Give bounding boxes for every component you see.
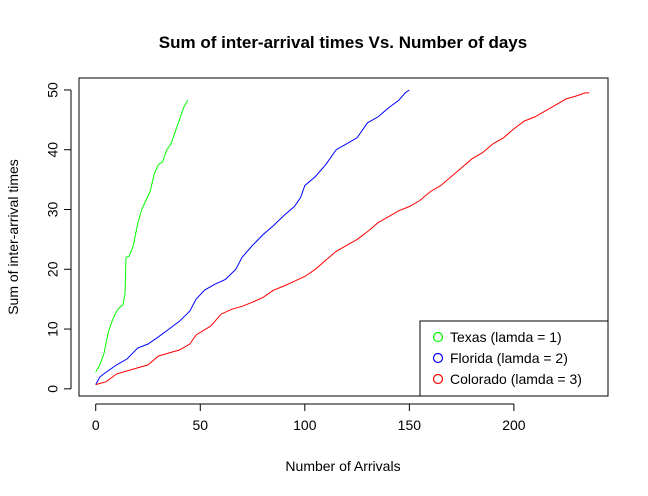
series-line-2 <box>95 92 590 386</box>
y-tick-label: 0 <box>45 385 61 393</box>
y-tick-label: 10 <box>45 321 61 337</box>
x-tick-label: 0 <box>92 417 100 433</box>
y-tick-label: 20 <box>45 261 61 277</box>
x-tick-label: 200 <box>502 417 526 433</box>
legend: Texas (lamda = 1) Florida (lamda = 2) Colo… <box>419 320 609 397</box>
x-tick-label: 50 <box>192 417 208 433</box>
series-line-1 <box>95 89 410 385</box>
x-axis: 0 50 100 150 200 <box>92 403 526 433</box>
legend-marker <box>432 331 444 343</box>
y-axis: 0 10 20 30 40 50 <box>45 82 72 393</box>
x-tick-label: 150 <box>398 417 422 433</box>
legend-label: Texas (lamda = 1) <box>450 329 562 345</box>
x-tick-label: 100 <box>293 417 317 433</box>
chart-title: Sum of inter-arrival times Vs. Number of… <box>159 33 527 52</box>
plot-frame <box>78 77 609 397</box>
y-axis-label: Sum of inter-arrival times <box>5 159 21 315</box>
legend-marker <box>432 373 444 385</box>
y-tick-label: 30 <box>45 202 61 218</box>
legend-label: Colorado (lamda = 3) <box>450 371 582 387</box>
series-layer <box>95 89 590 386</box>
y-tick-label: 40 <box>45 142 61 158</box>
series-line-0 <box>95 99 189 373</box>
y-tick-label: 50 <box>45 82 61 98</box>
legend-label: Florida (lamda = 2) <box>450 350 568 366</box>
x-axis-label: Number of Arrivals <box>285 458 400 474</box>
legend-marker <box>432 352 444 364</box>
legend-box <box>419 320 609 397</box>
